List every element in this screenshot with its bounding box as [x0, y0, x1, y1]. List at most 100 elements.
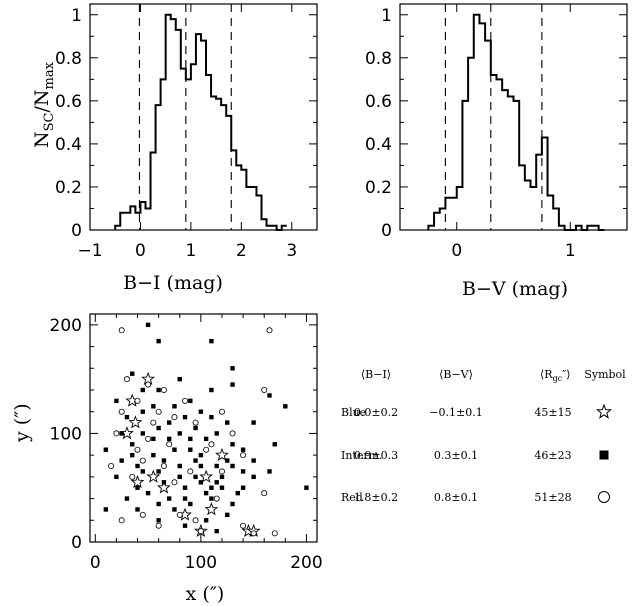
interm-point: [156, 338, 161, 344]
red-point: [271, 530, 278, 537]
interm-point: [193, 458, 198, 463]
table-cell-rgc: 45±15: [534, 406, 571, 419]
table-row-label: Red: [341, 491, 363, 504]
interm-point: [198, 463, 204, 469]
bv-histogram-frame: [399, 3, 628, 231]
interm-point: [209, 338, 214, 344]
scatter-ytick-label: 200: [50, 316, 82, 336]
red-point: [123, 376, 130, 383]
interm-point: [203, 436, 209, 442]
interm-point: [130, 452, 135, 458]
interm-point: [225, 512, 230, 518]
interm-point: [182, 523, 188, 528]
interm-point: [177, 431, 182, 436]
interm-point: [166, 436, 172, 442]
interm-point: [230, 463, 235, 469]
interm-point: [251, 458, 256, 463]
red-point: [139, 511, 146, 518]
interm-point: [230, 442, 235, 447]
scatter-xlabel: x (″): [186, 583, 225, 605]
interm-point: [103, 507, 109, 512]
bi-ytick-label: 0.8: [55, 49, 82, 69]
interm-point: [130, 371, 135, 376]
red-point: [218, 408, 225, 415]
interm-point: [225, 420, 230, 425]
legend-circle-icon: [598, 491, 610, 503]
interm-point: [188, 447, 193, 452]
red-point: [192, 517, 199, 524]
bv-ytick-label: 0.4: [365, 135, 392, 155]
bv-xlabel: B−V (mag): [462, 278, 568, 300]
interm-point: [114, 474, 119, 480]
red-point: [240, 452, 247, 459]
interm-point: [182, 485, 188, 490]
interm-point: [119, 431, 124, 436]
interm-point: [214, 528, 219, 534]
interm-point: [304, 485, 309, 490]
red-point: [229, 430, 236, 437]
table-cell-bv: 0.8±0.1: [434, 491, 478, 504]
interm-point: [188, 398, 193, 404]
red-point: [118, 408, 125, 415]
table-cell-bi: 0.0±0.2: [354, 406, 398, 419]
scatter-frame: [89, 313, 318, 543]
interm-point: [140, 469, 145, 474]
red-point: [176, 511, 183, 518]
interm-point: [140, 387, 145, 393]
interm-point: [161, 458, 167, 463]
interm-point: [177, 376, 182, 382]
interm-point: [151, 452, 156, 458]
interm-point: [135, 463, 140, 469]
bi-ytick-label: 0.2: [55, 178, 82, 198]
red-point: [155, 522, 162, 529]
interm-point: [135, 507, 140, 512]
red-point: [240, 522, 247, 529]
interm-point: [193, 474, 198, 480]
bv-ytick-label: 0: [381, 221, 392, 241]
red-point: [108, 462, 115, 469]
interm-point: [209, 414, 214, 420]
table-row-label: Blue: [341, 406, 366, 419]
interm-point: [161, 480, 167, 485]
table-row-label: Interm.: [341, 449, 383, 462]
interm-point: [151, 436, 156, 442]
interm-point: [240, 469, 246, 474]
red-point: [118, 517, 125, 524]
interm-point: [124, 496, 130, 501]
interm-point: [251, 474, 256, 480]
bv-xtick-label: 1: [565, 241, 576, 261]
interm-point: [188, 501, 193, 507]
interm-point: [140, 409, 145, 414]
red-point: [266, 327, 273, 334]
interm-point: [130, 442, 135, 447]
interm-point: [182, 496, 188, 501]
red-point: [261, 386, 268, 393]
red-point: [134, 446, 141, 453]
interm-point: [166, 420, 172, 425]
interm-point: [172, 404, 177, 409]
interm-point: [177, 474, 182, 480]
interm-point: [193, 425, 198, 431]
interm-point: [225, 458, 230, 463]
interm-point: [151, 404, 156, 409]
table-cell-bv: 0.3±0.1: [434, 449, 478, 462]
interm-point: [103, 447, 109, 452]
interm-point: [267, 393, 272, 398]
blue-point: [128, 415, 143, 429]
interm-point: [156, 469, 161, 474]
interm-point: [188, 436, 193, 442]
interm-point: [166, 496, 172, 501]
red-point: [139, 457, 146, 464]
legend-star-icon: [595, 403, 613, 419]
red-point: [208, 441, 215, 448]
bi-xtick-label: 1: [185, 241, 196, 261]
blue-point: [156, 480, 171, 494]
interm-point: [156, 387, 161, 393]
interm-point: [214, 463, 219, 469]
interm-point: [198, 480, 204, 485]
scatter-ytick-label: 100: [50, 424, 82, 444]
interm-point: [182, 414, 188, 420]
red-point: [182, 397, 189, 404]
